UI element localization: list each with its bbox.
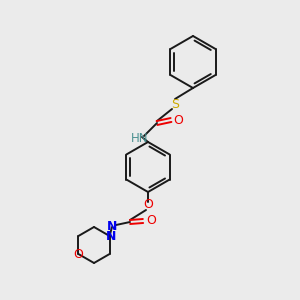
Text: O: O	[74, 248, 83, 262]
Text: O: O	[146, 214, 156, 227]
Text: S: S	[171, 98, 179, 110]
Text: O: O	[173, 113, 183, 127]
Text: HN: HN	[131, 133, 149, 146]
Text: N: N	[107, 220, 117, 233]
Text: N: N	[105, 230, 116, 242]
Text: O: O	[143, 199, 153, 212]
